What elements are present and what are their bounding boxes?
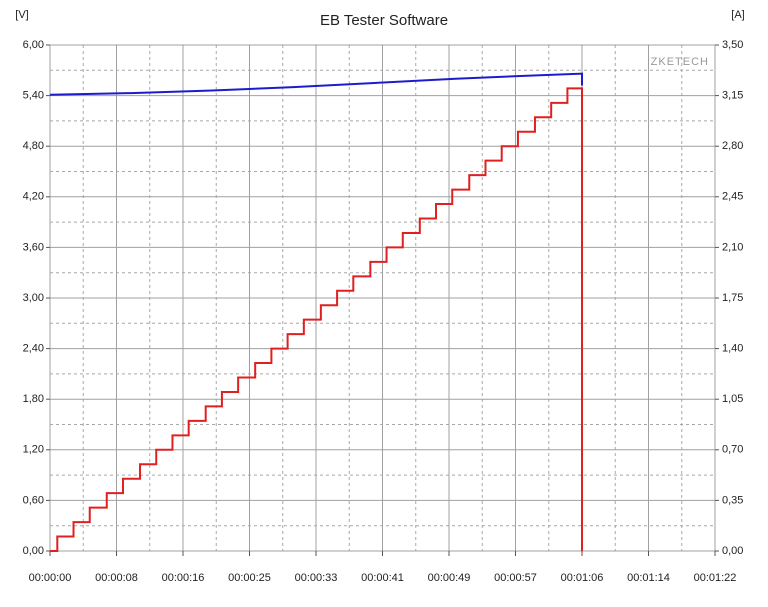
y2-tick-label: 1,75 — [722, 292, 743, 304]
y2-tick-label: 0,00 — [722, 545, 743, 557]
y-tick-label: 0,60 — [23, 494, 44, 506]
y-tick-label: 4,20 — [23, 191, 44, 203]
data-line — [49, 72, 583, 96]
y2-tick-label: 3,15 — [722, 90, 743, 102]
x-tick-label: 00:00:41 — [361, 572, 404, 584]
y2-tick-label: 1,05 — [722, 393, 743, 405]
y2-axis-label: [A] — [731, 9, 744, 21]
y-tick-label: 3,60 — [23, 241, 44, 253]
watermark: ZKETECH — [651, 56, 709, 68]
x-tick-label: 00:00:25 — [228, 572, 271, 584]
data-line — [50, 87, 583, 552]
x-tick-label: 00:00:33 — [295, 572, 338, 584]
y-tick-label: 3,00 — [23, 292, 44, 304]
y-tick-label: 2,40 — [23, 343, 44, 355]
y-tick-label: 4,80 — [23, 140, 44, 152]
x-tick-label: 00:00:49 — [428, 572, 471, 584]
x-tick-label: 00:00:16 — [162, 572, 205, 584]
x-tick-label: 00:01:06 — [561, 572, 604, 584]
y-tick-label: 5,40 — [23, 90, 44, 102]
chart-title: EB Tester Software — [320, 12, 448, 29]
y-tick-label: 0,00 — [23, 545, 44, 557]
y-tick-label: 6,00 — [23, 39, 44, 51]
y2-tick-label: 0,35 — [722, 494, 743, 506]
y2-tick-label: 0,70 — [722, 444, 743, 456]
x-tick-label: 00:01:14 — [627, 572, 670, 584]
x-tick-label: 00:01:22 — [694, 572, 737, 584]
y2-tick-label: 2,10 — [722, 241, 743, 253]
y2-tick-label: 1,40 — [722, 343, 743, 355]
x-tick-label: 00:00:08 — [95, 572, 138, 584]
y-tick-label: 1,80 — [23, 393, 44, 405]
x-tick-label: 00:00:00 — [29, 572, 72, 584]
y2-tick-label: 2,80 — [722, 140, 743, 152]
x-tick-label: 00:00:57 — [494, 572, 537, 584]
y2-tick-label: 2,45 — [722, 191, 743, 203]
y-axis-label: [V] — [15, 9, 28, 21]
y-tick-label: 1,20 — [23, 444, 44, 456]
y2-tick-label: 3,50 — [722, 39, 743, 51]
